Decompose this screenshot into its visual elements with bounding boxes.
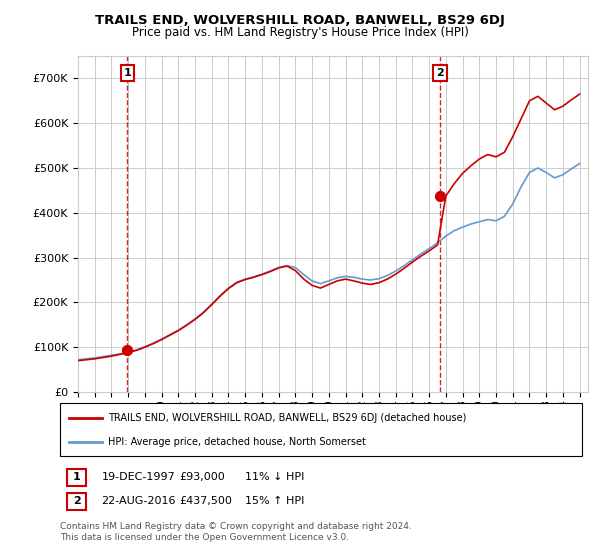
Text: 11% ↓ HPI: 11% ↓ HPI bbox=[245, 472, 305, 482]
Text: 15% ↑ HPI: 15% ↑ HPI bbox=[245, 496, 305, 506]
Text: Contains HM Land Registry data © Crown copyright and database right 2024.: Contains HM Land Registry data © Crown c… bbox=[60, 522, 412, 531]
Text: 2: 2 bbox=[436, 68, 444, 78]
Text: 1: 1 bbox=[73, 472, 80, 482]
Point bbox=[122, 346, 132, 355]
Text: TRAILS END, WOLVERSHILL ROAD, BANWELL, BS29 6DJ: TRAILS END, WOLVERSHILL ROAD, BANWELL, B… bbox=[95, 14, 505, 27]
Text: TRAILS END, WOLVERSHILL ROAD, BANWELL, BS29 6DJ (detached house): TRAILS END, WOLVERSHILL ROAD, BANWELL, B… bbox=[108, 413, 466, 423]
Text: 22-AUG-2016: 22-AUG-2016 bbox=[101, 496, 176, 506]
Text: 2: 2 bbox=[73, 496, 80, 506]
Text: 19-DEC-1997: 19-DEC-1997 bbox=[101, 472, 175, 482]
Text: £93,000: £93,000 bbox=[179, 472, 225, 482]
Text: HPI: Average price, detached house, North Somerset: HPI: Average price, detached house, Nort… bbox=[108, 436, 366, 446]
Point bbox=[435, 192, 445, 200]
Text: This data is licensed under the Open Government Licence v3.0.: This data is licensed under the Open Gov… bbox=[60, 533, 349, 542]
Text: 1: 1 bbox=[124, 68, 131, 78]
Text: £437,500: £437,500 bbox=[179, 496, 232, 506]
Text: Price paid vs. HM Land Registry's House Price Index (HPI): Price paid vs. HM Land Registry's House … bbox=[131, 26, 469, 39]
